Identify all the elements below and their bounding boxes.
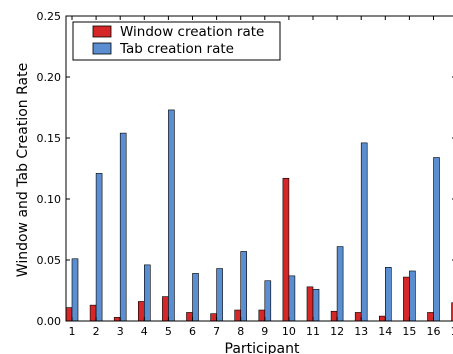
window-bar-4 — [138, 301, 145, 322]
y-tick-label: 0.20 — [37, 71, 62, 84]
legend-label-tab: Tab creation rate — [119, 41, 234, 57]
x-tick-label: 14 — [378, 325, 392, 338]
window-bar-11 — [306, 286, 314, 322]
y-tick-label: 0.10 — [37, 193, 62, 206]
tab-bar-2 — [95, 173, 103, 322]
window-bar-9 — [258, 309, 266, 322]
y-tick-label: 0.05 — [37, 254, 62, 267]
x-tick-label: 13 — [354, 325, 368, 338]
x-tick-label: 12 — [330, 325, 344, 338]
tab-bar-9 — [264, 280, 272, 322]
legend-label-window: Window creation rate — [120, 24, 264, 40]
x-tick-label: 3 — [117, 325, 124, 338]
tab-bar-3 — [119, 132, 127, 322]
x-tick-label: 6 — [189, 325, 196, 338]
window-bar-15 — [403, 276, 410, 322]
x-tick-label: 15 — [402, 325, 416, 338]
window-bar-17 — [451, 302, 453, 322]
window-bar-16 — [427, 312, 434, 322]
x-tick-label: 17 — [451, 325, 453, 338]
tab-bar-1 — [71, 258, 79, 322]
window-bar-8 — [234, 309, 241, 322]
legend: Window creation rate Tab creation rate — [72, 21, 281, 61]
x-tick-label: 11 — [306, 325, 320, 338]
legend-swatch-tab — [92, 42, 112, 55]
tab-bar-11 — [312, 288, 320, 322]
x-tick-label: 4 — [141, 325, 148, 338]
tab-bar-14 — [384, 267, 392, 322]
y-axis-title: Window and Tab Creation Rate — [15, 63, 31, 277]
window-bar-3 — [113, 317, 121, 322]
x-tick-label: 2 — [93, 325, 100, 338]
tab-bar-10 — [288, 275, 296, 322]
x-tick-label: 1 — [69, 325, 76, 338]
x-tick-label: 16 — [427, 325, 441, 338]
tab-bar-6 — [192, 273, 199, 322]
window-bar-1 — [65, 307, 73, 322]
y-tick-label: 0.00 — [37, 315, 62, 328]
window-bar-12 — [330, 310, 338, 322]
x-tick-label: 10 — [282, 325, 296, 338]
x-tick-label: 5 — [165, 325, 172, 338]
tab-bar-13 — [360, 142, 368, 322]
x-tick-label: 8 — [237, 325, 244, 338]
legend-swatch-window — [92, 25, 112, 38]
window-bar-6 — [186, 312, 193, 322]
tab-bar-12 — [336, 246, 344, 322]
window-bar-2 — [89, 304, 97, 322]
y-tick-label: 0.15 — [37, 132, 62, 145]
bars-layer — [65, 109, 453, 322]
tab-bar-4 — [144, 264, 151, 322]
tab-bar-16 — [433, 157, 440, 322]
x-tick-label: 7 — [213, 325, 220, 338]
window-bar-13 — [354, 312, 362, 322]
plot-frame — [65, 15, 453, 322]
x-axis-title: Participant — [225, 341, 300, 354]
tab-bar-8 — [240, 251, 247, 322]
ticks-layer: 0.000.050.100.150.200.251 2 3 4 5 6 7 8 9 10 11 12 1… — [37, 10, 453, 338]
window-bar-14 — [378, 315, 386, 322]
y-tick-label: 0.25 — [37, 10, 62, 23]
tab-bar-15 — [409, 270, 416, 322]
x-tick-label: 9 — [261, 325, 268, 338]
tab-bar-5 — [168, 109, 175, 322]
tab-bar-7 — [216, 268, 223, 322]
window-bar-10 — [282, 177, 290, 322]
window-bar-7 — [210, 313, 217, 322]
window-bar-5 — [162, 296, 169, 322]
